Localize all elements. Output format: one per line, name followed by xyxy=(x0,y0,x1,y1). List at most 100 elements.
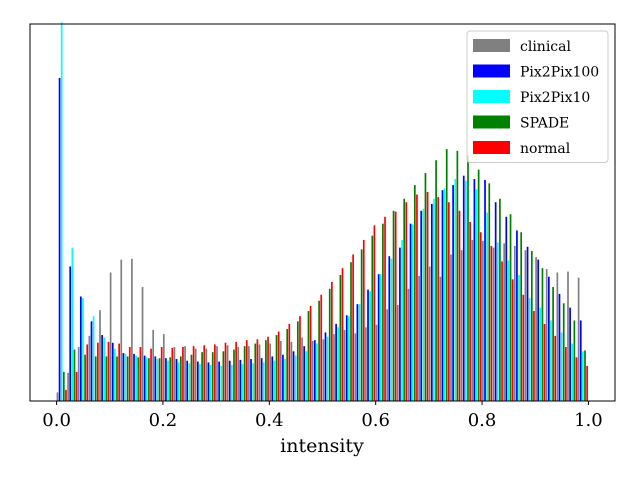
bar-clinical-29 xyxy=(365,327,367,401)
bar-normal-27 xyxy=(352,254,354,401)
bar-spade-22 xyxy=(296,321,299,401)
bar-pix2pix10-45 xyxy=(539,307,542,401)
bar-normal-15 xyxy=(224,342,227,401)
bar-pix2pix10-33 xyxy=(411,224,414,401)
bar-pix2pix100-26 xyxy=(335,323,337,401)
bar-pix2pix10-36 xyxy=(443,188,446,401)
bar-normal-20 xyxy=(277,331,280,401)
bar-clinical-10 xyxy=(162,334,165,401)
bar-spade-12 xyxy=(190,354,193,401)
bar-clinical-12 xyxy=(184,346,186,401)
bar-spade-8 xyxy=(148,358,150,401)
bar-pix2pix10-22 xyxy=(294,355,297,401)
bar-pix2pix100-18 xyxy=(250,359,252,401)
bar-clinical-25 xyxy=(322,339,325,401)
bar-clinical-40 xyxy=(482,240,484,401)
bar-normal-5 xyxy=(118,343,120,401)
bar-normal-2 xyxy=(86,344,89,401)
bar-normal-11 xyxy=(182,347,184,401)
bar-normal-43 xyxy=(522,294,525,401)
bar-normal-14 xyxy=(214,344,216,401)
bar-pix2pix10-23 xyxy=(305,351,308,401)
bar-pix2pix10-34 xyxy=(422,209,425,401)
bar-pix2pix100-44 xyxy=(526,246,529,401)
bar-clinical-6 xyxy=(120,259,123,402)
x-tick-label: 0.0 xyxy=(42,410,71,431)
bar-pix2pix100-20 xyxy=(271,356,274,401)
bar-normal-4 xyxy=(107,341,110,401)
bar-clinical-46 xyxy=(545,269,548,401)
bar-spade-43 xyxy=(520,232,523,401)
bar-pix2pix100-39 xyxy=(473,179,476,401)
bar-pix2pix10-1 xyxy=(71,247,74,401)
bar-spade-3 xyxy=(94,356,97,401)
bar-spade-25 xyxy=(328,288,331,401)
bar-normal-25 xyxy=(331,281,333,401)
bar-pix2pix10-10 xyxy=(167,360,169,401)
bar-normal-12 xyxy=(192,346,195,401)
legend-swatch-pix2pix100 xyxy=(473,64,510,78)
bar-pix2pix10-5 xyxy=(114,348,116,401)
bar-normal-46 xyxy=(554,335,557,401)
bar-pix2pix100-49 xyxy=(579,320,582,401)
bar-clinical-16 xyxy=(226,345,229,401)
bar-clinical-41 xyxy=(492,247,495,401)
bar-pix2pix100-23 xyxy=(303,346,306,401)
bar-clinical-20 xyxy=(269,343,272,401)
bar-spade-40 xyxy=(488,183,491,401)
bar-spade-14 xyxy=(211,352,214,401)
bar-clinical-34 xyxy=(418,275,420,401)
bar-clinical-30 xyxy=(375,324,378,401)
bar-spade-6 xyxy=(126,356,129,401)
bar-clinical-0 xyxy=(56,392,59,401)
bar-clinical-9 xyxy=(152,329,155,401)
bar-pix2pix100-2 xyxy=(79,296,82,401)
bar-spade-11 xyxy=(179,356,182,401)
bar-clinical-15 xyxy=(216,346,218,401)
bar-spade-28 xyxy=(360,249,363,401)
bar-normal-45 xyxy=(543,323,546,401)
bar-spade-42 xyxy=(509,214,512,401)
bar-pix2pix100-47 xyxy=(558,293,561,401)
bar-normal-38 xyxy=(469,221,471,401)
bar-spade-5 xyxy=(116,356,118,401)
bar-normal-39 xyxy=(479,232,482,401)
bar-clinical-33 xyxy=(407,288,410,401)
bar-spade-15 xyxy=(222,351,225,401)
bar-clinical-19 xyxy=(258,344,261,401)
bar-clinical-24 xyxy=(311,341,314,401)
bar-normal-47 xyxy=(565,347,567,401)
bar-clinical-32 xyxy=(396,305,399,401)
bar-clinical-47 xyxy=(556,272,559,401)
bar-clinical-3 xyxy=(88,335,91,401)
legend-swatch-clinical xyxy=(473,39,510,52)
bar-pix2pix10-47 xyxy=(560,332,563,401)
bar-spade-47 xyxy=(562,303,565,401)
legend-label-pix2pix10: Pix2Pix10 xyxy=(520,90,590,106)
bar-spade-19 xyxy=(265,340,267,401)
bar-clinical-2 xyxy=(77,347,80,401)
bar-clinical-27 xyxy=(343,329,346,401)
bar-normal-7 xyxy=(139,347,142,401)
bar-normal-33 xyxy=(416,194,418,401)
bar-pix2pix100-24 xyxy=(313,340,316,401)
bar-normal-17 xyxy=(245,340,248,401)
bar-pix2pix100-31 xyxy=(388,256,391,401)
bar-pix2pix10-0 xyxy=(60,22,63,401)
bar-pix2pix10-40 xyxy=(486,212,488,401)
bar-pix2pix100-11 xyxy=(175,359,178,401)
bar-normal-10 xyxy=(171,347,174,401)
bar-spade-1 xyxy=(73,349,76,401)
bar-spade-13 xyxy=(201,352,203,401)
legend-swatch-pix2pix10 xyxy=(473,90,510,103)
bar-pix2pix100-45 xyxy=(537,259,540,402)
bar-normal-41 xyxy=(501,261,503,401)
bar-spade-2 xyxy=(84,354,86,401)
x-tick-label: 0.2 xyxy=(149,410,178,431)
bar-clinical-35 xyxy=(428,266,431,401)
bar-clinical-37 xyxy=(450,254,452,401)
bar-clinical-48 xyxy=(567,271,569,401)
bar-pix2pix100-17 xyxy=(239,359,242,401)
bar-clinical-38 xyxy=(460,250,463,401)
